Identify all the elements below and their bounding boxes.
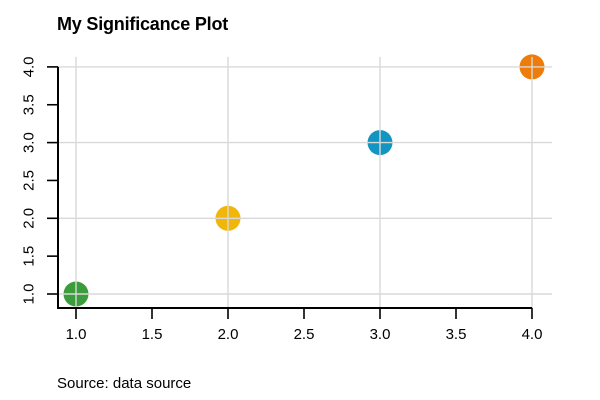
chart-title: My Significance Plot [57, 14, 229, 34]
y-axis-tick-label: 2.0 [21, 208, 38, 229]
y-axis-tick-label: 2.5 [21, 170, 38, 191]
x-axis-tick-label: 3.5 [446, 326, 467, 343]
x-axis-tick-label: 4.0 [522, 326, 543, 343]
y-axis-tick-label: 1.0 [21, 284, 38, 305]
axis-lines [57, 66, 532, 309]
y-axis-tick-label: 3.0 [21, 132, 38, 153]
y-axis-tick-label: 3.5 [21, 94, 38, 115]
x-axis-tick-label: 1.5 [142, 326, 163, 343]
y-axis-tick-label: 1.5 [21, 246, 38, 267]
x-axis-tick-label: 3.0 [370, 326, 391, 343]
x-axis-tick-label: 2.0 [218, 326, 239, 343]
source-caption: Source: data source [57, 375, 192, 392]
y-axis-tick-label: 4.0 [21, 56, 38, 77]
x-axis-tick-label: 2.5 [294, 326, 315, 343]
x-axis-tick-label: 1.0 [66, 326, 87, 343]
